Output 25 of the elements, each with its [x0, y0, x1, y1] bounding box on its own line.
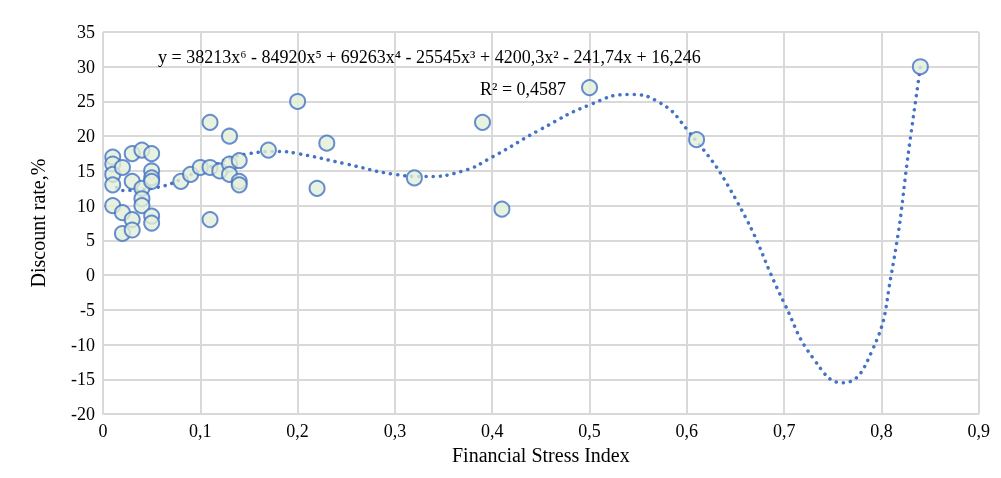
y-tick-label: 20 [77, 126, 95, 147]
x-tick-label: 0,9 [967, 421, 990, 442]
y-tick-label: 0 [86, 265, 95, 286]
x-tick-label: 0,3 [383, 421, 407, 442]
annotation: y = 38213x⁶ - 84920x⁵ + 69263x⁴ - 25545x³ + 4200,3x² - 241,74x + 16,246 [158, 47, 701, 67]
y-tick-label: 35 [77, 22, 95, 42]
x-tick-label: 0,1 [189, 421, 212, 442]
x-tick-label: 0,8 [870, 421, 893, 442]
y-tick-label: -10 [71, 334, 95, 355]
y-tick-label: -5 [80, 299, 95, 320]
y-axis-title: Discount rate,% [27, 158, 49, 288]
x-tick-label: 0,5 [578, 421, 601, 442]
y-tick-label: -20 [71, 404, 95, 425]
annotation: R² = 0,4587 [480, 79, 567, 99]
x-tick-label: 0,4 [480, 421, 504, 442]
y-tick-label: -15 [71, 369, 95, 390]
y-tick-label: 5 [86, 230, 95, 251]
y-tick-label: 30 [77, 56, 95, 77]
y-tick-label: 25 [77, 91, 95, 112]
x-tick-label: 0,2 [286, 421, 309, 442]
x-tick-label: 0,6 [675, 421, 699, 442]
y-tick-label: 15 [77, 160, 95, 181]
x-axis-title: Financial Stress Index [452, 444, 630, 466]
x-tick-label: 0,7 [772, 421, 796, 442]
y-tick-label: 10 [77, 195, 95, 216]
